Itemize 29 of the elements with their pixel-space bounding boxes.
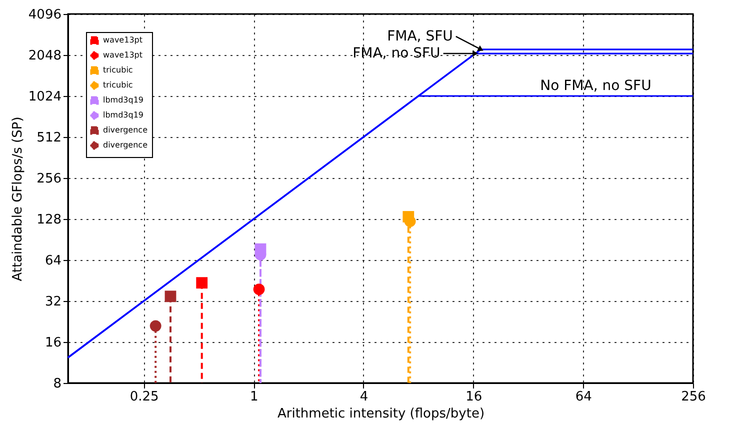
legend-label: divergence [103,126,148,134]
legend-label: wave13pt [103,36,142,44]
y-axis-title: Attaindable GFlops/s (SP) [10,116,26,282]
y-tick-label: 256 [36,172,62,186]
x-tick-label: 16 [466,390,482,404]
legend-label: divergence [103,140,148,150]
y-tick-label: 32 [44,294,62,310]
x-tick-label: 64 [575,390,592,404]
x-tick-label: 4 [360,390,368,404]
y-tick-label: 16 [44,336,62,350]
y-tick-label: 64 [44,254,62,268]
annotation: FMA, no SFU [352,46,440,62]
annotation: No FMA, no SFU [540,78,652,94]
x-tick-label: 256 [681,390,706,404]
legend-label: wave13pt [103,50,142,60]
legend-label: lbmd3q19 [103,110,144,120]
x-tick-label: 1 [250,390,258,404]
x-tick-label: 0.25 [130,390,159,404]
y-tick-label: 2048 [28,48,62,64]
y-tick-label: 1024 [28,90,62,104]
y-tick-label: 4096 [28,8,62,22]
annotation: FMA, SFU [387,28,453,44]
x-axis-title: Arithmetic intensity (flops/byte) [277,406,485,422]
legend-label: tricubic [103,80,133,90]
y-tick-label: 8 [53,376,62,392]
legend-label: tricubic [103,66,133,74]
y-tick-label: 512 [36,130,62,146]
y-tick-label: 128 [36,212,62,228]
legend-label: lbmd3q19 [103,96,144,104]
